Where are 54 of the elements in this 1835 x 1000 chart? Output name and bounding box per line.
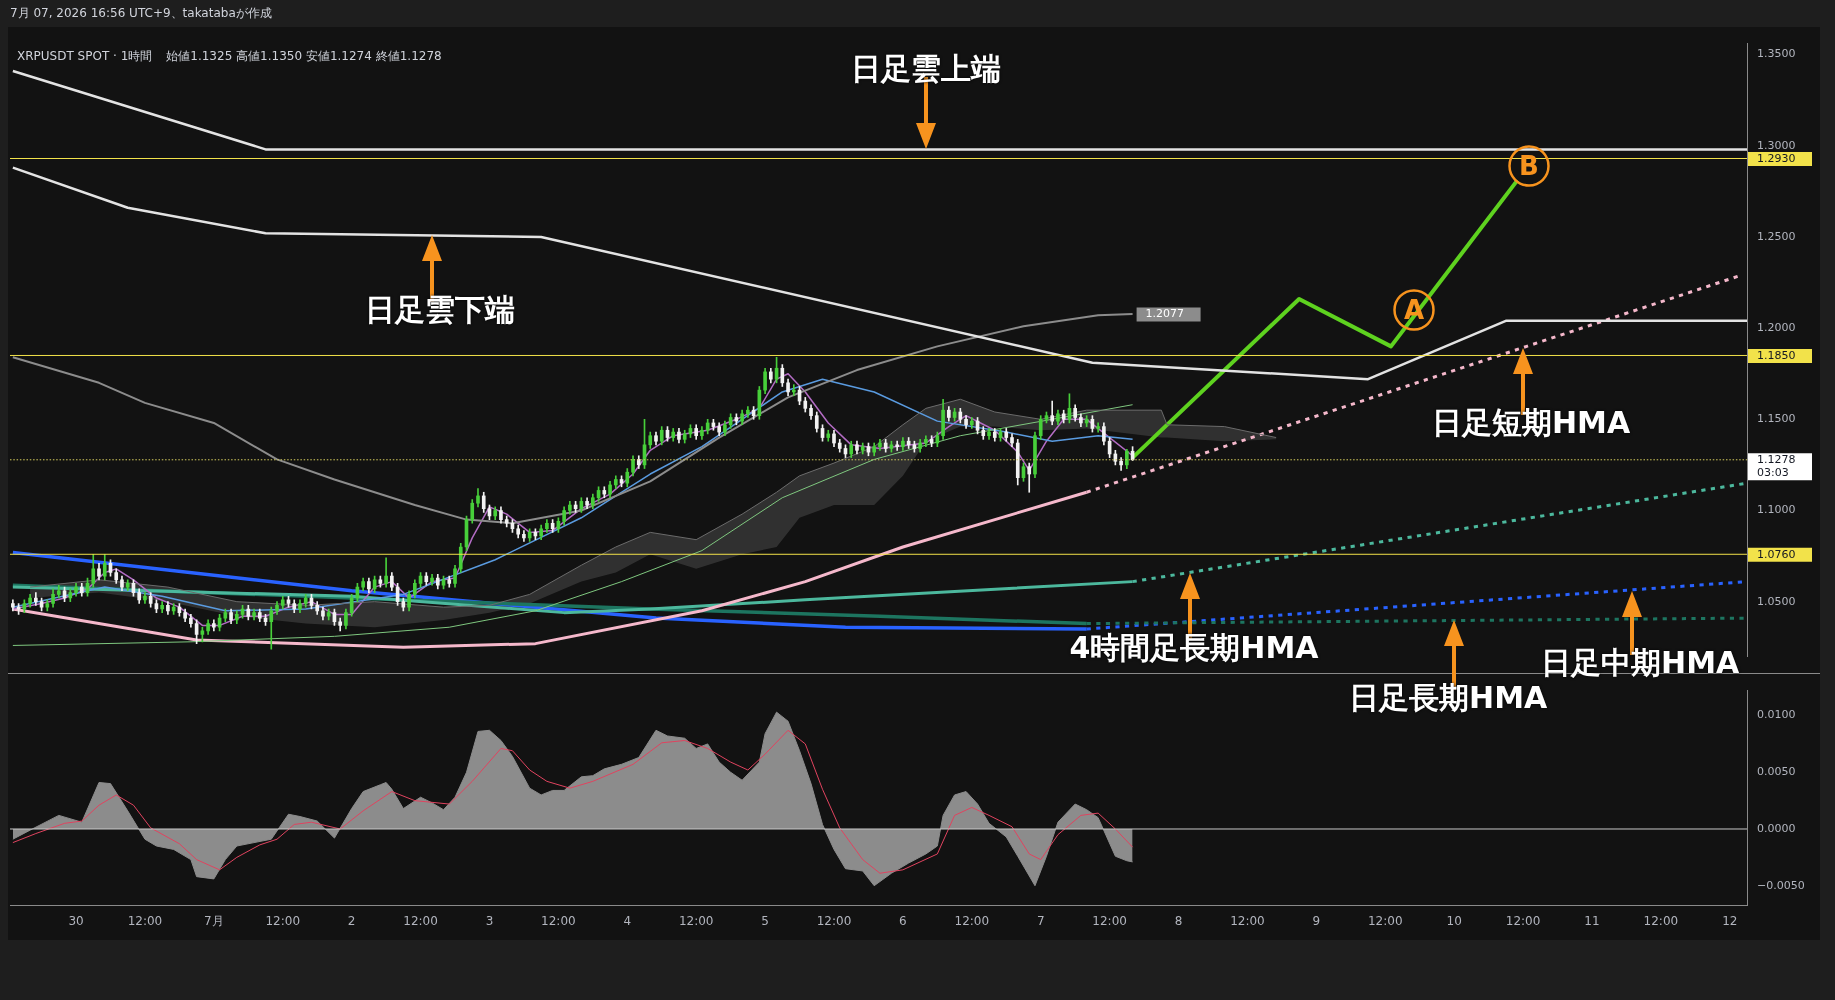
ref-line-label: 1.1278 03:03 [1757,453,1796,480]
x-tick-label: 12:00 [1092,914,1127,929]
ref-line-label: 1.2930 [1757,151,1796,165]
x-tick-label: 12:00 [403,914,438,929]
ref-line-label: 1.0760 [1757,547,1796,561]
y-tick-label: 0.0100 [1757,708,1796,722]
x-tick-label: 12 [1722,914,1738,929]
y-tick-label: 1.1500 [1757,412,1796,426]
x-tick-label: 7月 [204,914,224,929]
x-tick-label: 9 [1312,914,1321,929]
x-tick-label: 12:00 [1643,914,1679,929]
ref-line-label: 1.1850 [1757,348,1796,362]
text: XRPUSDT SPOT · 1時間 [17,48,153,63]
x-tick-label: 12:00 [127,914,163,929]
x-tick-label: 2 [347,914,356,929]
annotation: 日足長期HMA [1349,679,1548,715]
y-tick-label: 0.0050 [1757,765,1796,779]
x-tick-label: 12:00 [1505,914,1541,929]
x-tick-label: 10 [1446,914,1462,929]
text: 始値1.1325 高値1.1350 安値1.1274 終値1.1278 [166,48,442,63]
text: 7月 07, 2026 16:56 UTC+9、takatabaが作成 [10,6,272,21]
y-tick-label: 1.3000 [1757,138,1796,152]
x-tick-label: 12:00 [541,914,576,929]
annotation: 日足中期HMA [1541,644,1740,680]
x-tick-label: 8 [1174,914,1183,929]
candlestick [1119,457,1123,471]
annotation: 4時間足長期HMA [1069,629,1319,665]
x-tick-label: 6 [899,914,907,929]
x-tick-label: 12:00 [678,914,714,929]
annotation: 日足雲上端 [850,51,1001,87]
annotation: 日足雲下端 [365,292,516,328]
y-tick-label: 1.0500 [1757,594,1796,608]
annotation: 日足短期HMA [1431,405,1631,441]
y-tick-label: 0.0000 [1757,821,1796,835]
y-tick-label: 1.2500 [1757,229,1796,243]
x-tick-label: 12:00 [954,914,990,929]
candlestick [34,592,38,606]
data-label: 1.2077 [1145,307,1185,321]
y-tick-label: 1.2000 [1757,320,1796,334]
x-tick-label: 12:00 [1230,914,1265,929]
x-tick-label: 3 [485,914,494,929]
y-tick-label: 1.3500 [1757,47,1796,61]
x-tick-label: 5 [761,914,769,929]
x-tick-label: 11 [1584,914,1600,929]
candlestick [1050,400,1055,426]
x-tick-label: 12:00 [1367,914,1403,929]
x-tick-label: 12:00 [816,914,852,929]
y-tick-label: 1.1000 [1757,503,1796,517]
x-tick-label: 12:00 [265,914,301,929]
y-tick-label: −0.0050 [1757,878,1805,892]
x-tick-label: 7 [1036,914,1045,929]
x-tick-label: 4 [623,914,632,929]
annotation: B [1518,150,1539,181]
x-tick-label: 30 [68,914,84,929]
